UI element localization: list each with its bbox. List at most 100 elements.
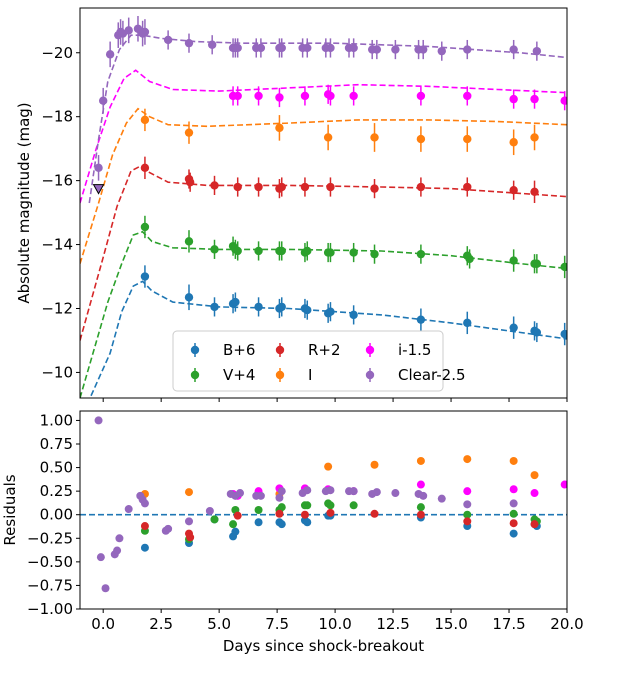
data-point-V xyxy=(326,248,335,257)
residual-point-Clear xyxy=(236,489,245,498)
data-point-B xyxy=(231,297,240,307)
data-point-V xyxy=(303,246,312,256)
residual-point-B xyxy=(303,518,312,527)
residual-point-R xyxy=(463,517,472,526)
data-point-I xyxy=(275,123,284,133)
data-point-B xyxy=(184,293,194,302)
data-point-I xyxy=(370,133,379,142)
data-point-R xyxy=(370,184,379,193)
residual-point-V xyxy=(463,510,472,519)
residual-point-Clear xyxy=(326,486,335,495)
data-point-R xyxy=(463,182,472,192)
residual-point-V xyxy=(210,515,219,524)
legend-box xyxy=(172,330,444,392)
data-point-Clear xyxy=(463,45,472,54)
data-point-Clear xyxy=(437,46,446,56)
bottom-panel: 0.0 2.5 5.0 7.5 10.0 12.5 15.0 17.5 20.0 1.00 0.75… xyxy=(1,410,584,655)
top-axes-frame xyxy=(79,7,568,399)
data-point-Clear xyxy=(419,45,428,54)
residual-point-V xyxy=(349,501,358,510)
bottom-axes-frame xyxy=(79,410,568,610)
data-point-Clear xyxy=(140,27,150,37)
data-point-I xyxy=(509,138,518,147)
data-point-R xyxy=(416,182,426,192)
x-tick-label: 7.5 xyxy=(265,615,289,633)
residual-point-Clear xyxy=(463,500,472,509)
y-tick-label: −1.00 xyxy=(27,600,73,618)
data-point-Clear xyxy=(94,163,103,173)
data-point-I xyxy=(416,134,426,144)
data-point-V xyxy=(509,256,518,265)
data-point-Clear xyxy=(303,43,312,53)
x-tick-label: 12.5 xyxy=(376,615,409,633)
residual-point-V xyxy=(326,501,335,510)
data-point-B xyxy=(303,305,312,315)
residual-point-Clear xyxy=(277,487,286,496)
residual-point-Clear xyxy=(184,517,193,526)
residual-point-R xyxy=(140,522,149,531)
residual-point-B xyxy=(509,529,518,538)
x-tick-label: 15.0 xyxy=(434,615,467,633)
residual-point-B xyxy=(140,543,149,552)
x-tick-label: 5.0 xyxy=(207,615,231,633)
residual-point-Clear xyxy=(437,494,446,503)
residual-point-Clear xyxy=(303,486,312,495)
data-point-Clear xyxy=(207,40,217,49)
residual-point-i xyxy=(560,480,567,489)
residual-point-Clear xyxy=(101,584,110,593)
residual-point-Clear xyxy=(124,505,133,514)
data-point-V xyxy=(277,246,286,256)
residual-point-V xyxy=(229,520,238,529)
residual-point-I xyxy=(530,471,539,480)
y-tick-label: −16 xyxy=(41,172,73,190)
data-point-V xyxy=(210,245,219,254)
residual-point-i xyxy=(416,480,425,489)
residual-point-I xyxy=(370,460,379,469)
residual-point-Clear xyxy=(509,499,518,508)
legend-label: R+2 xyxy=(308,341,341,359)
y-tick-label: −18 xyxy=(41,108,73,126)
data-point-i xyxy=(463,91,472,101)
model-curve-i xyxy=(80,69,567,204)
x-axis-label: Days since shock-breakout xyxy=(223,637,424,655)
data-point-B xyxy=(254,302,263,312)
data-point-i xyxy=(509,94,518,104)
legend-label: V+4 xyxy=(223,366,255,384)
data-point-i xyxy=(300,91,310,101)
data-point-R xyxy=(233,182,242,192)
legend-marker-Clear xyxy=(365,370,375,380)
y-tick-label: 0.25 xyxy=(40,482,73,500)
data-point-Clear xyxy=(124,26,133,35)
data-point-I xyxy=(184,128,194,137)
data-point-I xyxy=(530,133,539,142)
y-tick-label: −0.25 xyxy=(27,529,73,547)
data-point-I xyxy=(140,115,150,125)
residual-point-V xyxy=(254,506,263,514)
data-point-R xyxy=(210,181,219,190)
data-point-R xyxy=(300,182,310,192)
data-point-i xyxy=(254,91,263,101)
y-tick-label: 0.00 xyxy=(40,506,73,524)
data-point-i xyxy=(530,94,539,104)
legend-marker-R xyxy=(275,345,285,355)
data-point-V xyxy=(532,259,542,268)
data-point-Clear xyxy=(532,46,542,56)
data-point-V xyxy=(140,222,150,232)
data-point-i xyxy=(275,93,284,102)
data-point-R xyxy=(326,182,335,192)
residual-point-Clear xyxy=(256,491,265,500)
data-point-V xyxy=(416,249,426,259)
residual-point-Clear xyxy=(419,491,428,500)
residual-point-i xyxy=(463,487,472,496)
residual-point-Clear xyxy=(205,506,214,515)
data-point-B xyxy=(326,307,335,316)
data-point-Clear xyxy=(349,43,358,53)
data-point-V xyxy=(465,254,474,264)
residual-point-I xyxy=(416,456,425,465)
residual-point-Clear xyxy=(275,493,284,502)
data-point-i xyxy=(416,91,426,101)
legend-marker-B xyxy=(190,345,200,355)
data-point-i xyxy=(326,91,335,101)
data-point-Clear xyxy=(98,96,108,105)
y-tick-label: 0.50 xyxy=(40,459,73,477)
